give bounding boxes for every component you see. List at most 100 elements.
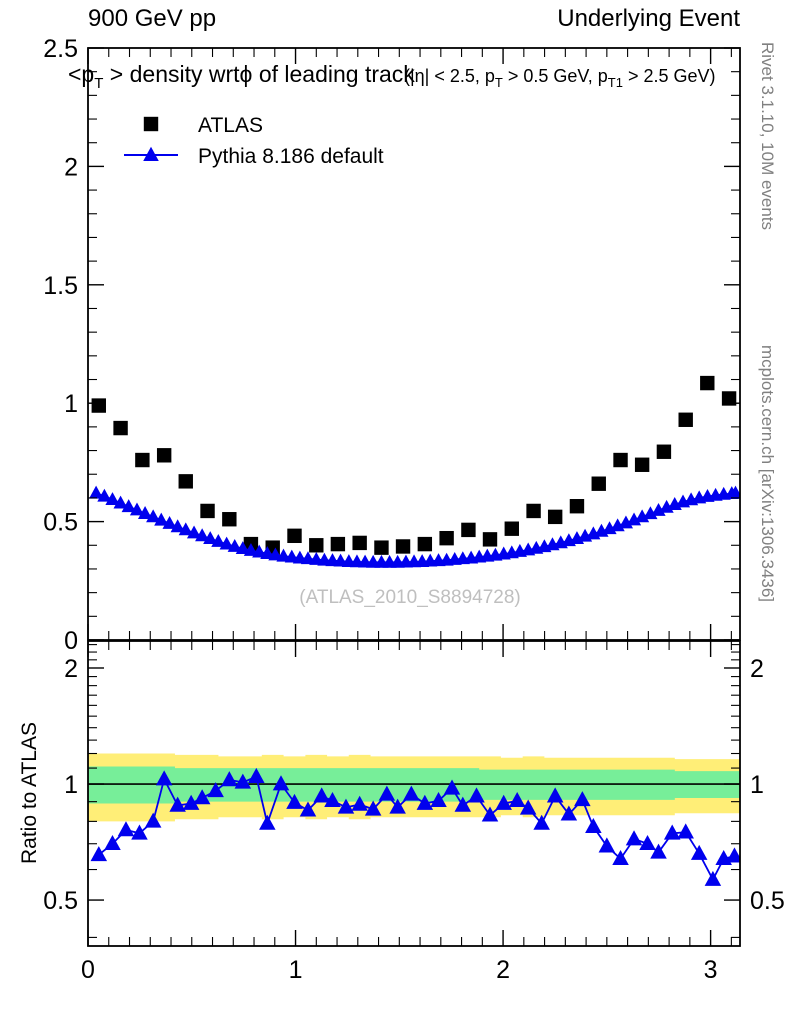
main-point-atlas — [200, 503, 215, 519]
ratio-xtick-label: 0 — [81, 956, 95, 984]
ratio-point — [430, 791, 447, 808]
ratio-point — [468, 787, 485, 803]
main-point-pythia — [162, 515, 177, 529]
title-cut-pt: > 0.5 GeV, p — [508, 66, 608, 86]
main-point-pythia — [243, 542, 258, 556]
main-point-atlas — [91, 398, 106, 413]
ratio-point — [364, 800, 382, 816]
ratio-point — [508, 791, 526, 808]
ratio-point — [560, 805, 578, 821]
header-right-analysis-label: Underlying Event — [557, 5, 740, 32]
title-cut-pt1: > 2.5 GeV) — [628, 66, 716, 86]
main-point-pythia — [235, 541, 250, 554]
ratio-point — [574, 791, 591, 807]
title-cut-eta: (|η| < 2.5, p — [404, 66, 495, 86]
ratio-point — [389, 798, 406, 814]
ratio-xtick-label: 3 — [704, 956, 718, 984]
ratio-point — [155, 770, 173, 786]
main-point-atlas — [613, 452, 628, 468]
main-point-atlas — [113, 420, 128, 436]
ratio-point — [117, 821, 135, 837]
ratio-point — [481, 806, 499, 822]
title-phi-symbol: ϕ — [240, 61, 253, 87]
main-ytick-label: 1 — [64, 390, 78, 418]
ratio-ytick-label-right: 2 — [750, 655, 764, 683]
main-ytick-label: 0 — [64, 627, 78, 655]
ratio-band-inner — [88, 766, 740, 804]
main-point-atlas — [352, 535, 367, 551]
main-axes-frame — [87, 47, 741, 641]
ratio-point — [337, 798, 355, 814]
ratio-point — [533, 814, 550, 830]
ratio-point — [378, 785, 396, 801]
main-point-atlas — [135, 452, 150, 468]
main-point-pythia — [97, 488, 112, 502]
svg-text:(|η| < 2.5, pT > 0.5 GeV, pT1: (|η| < 2.5, pT > 0.5 GeV, pT1 > 2.5 GeV) — [404, 66, 716, 90]
ratio-point — [650, 843, 667, 859]
main-point-pythia — [129, 502, 145, 516]
main-point-atlas — [287, 528, 302, 544]
main-point-atlas — [700, 375, 715, 391]
title-cut-pt1-subscript: T1 — [608, 75, 623, 90]
main-point-atlas — [721, 391, 737, 406]
ratio-point — [690, 844, 708, 860]
main-point-atlas — [504, 521, 519, 536]
title-cut-pt-subscript: T — [495, 75, 503, 90]
ratio-point — [299, 801, 317, 817]
ratio-point — [625, 830, 643, 846]
plot-title: <p T > density wrtϕ of leading track (|η|… — [68, 61, 716, 92]
ratio-point — [351, 795, 368, 811]
main-ytick-label: 2 — [64, 153, 78, 181]
main-point-atlas — [569, 499, 585, 514]
main-point-pythia — [178, 522, 193, 536]
ratio-ytick-label-left: 2 — [64, 655, 78, 683]
ratio-ytick-label-left: 0.5 — [43, 887, 78, 915]
ratio-point — [454, 796, 472, 812]
title-leading-track-text: of leading track — [259, 61, 415, 87]
main-point-pythia — [170, 519, 185, 533]
main-point-pythia — [728, 485, 740, 499]
ratio-point — [443, 779, 461, 795]
main-point-atlas — [526, 503, 541, 519]
main-point-pythia — [643, 506, 658, 520]
ratio-point — [144, 812, 162, 828]
legend: ATLAS Pythia 8.186 default — [124, 114, 384, 168]
ratio-point — [639, 834, 656, 851]
main-point-atlas — [156, 448, 172, 463]
main-data-area — [89, 375, 740, 568]
main-ytick-label: 2.5 — [43, 35, 78, 63]
legend-marker-1 — [143, 146, 159, 161]
ratio-point — [416, 794, 434, 810]
main-point-pythia — [252, 544, 267, 558]
main-point-atlas — [330, 536, 346, 552]
main-point-atlas — [309, 538, 324, 553]
ratio-point — [612, 849, 629, 866]
ratio-data-area — [88, 753, 740, 886]
header-left-beam-label: 900 GeV pp — [88, 5, 216, 32]
title-density-text: > density wrt — [110, 61, 240, 87]
ratio-axis-label: Ratio to ATLAS — [18, 722, 41, 864]
ratio-point — [90, 846, 108, 862]
ratio-point — [519, 799, 537, 815]
main-point-atlas — [374, 540, 389, 555]
main-point-pythia — [211, 533, 226, 547]
ratio-ytick-label-right: 0.5 — [750, 887, 785, 915]
ratio-point — [663, 824, 681, 840]
ratio-point — [169, 796, 186, 812]
ratio-point — [221, 771, 238, 787]
main-point-pythia — [219, 536, 234, 550]
title-pt-open: <p — [68, 61, 94, 87]
ratio-point — [234, 773, 252, 789]
legend-label-0: ATLAS — [198, 114, 263, 137]
ratio-point — [598, 837, 616, 853]
ratio-point — [495, 794, 512, 810]
main-point-atlas — [634, 457, 650, 472]
main-point-atlas — [482, 532, 498, 547]
main-point-pythia — [89, 485, 104, 499]
main-point-atlas — [395, 539, 411, 554]
main-point-pythia — [146, 509, 161, 523]
main-point-atlas — [656, 444, 672, 459]
ratio-point — [677, 823, 694, 839]
main-point-atlas — [591, 476, 606, 491]
